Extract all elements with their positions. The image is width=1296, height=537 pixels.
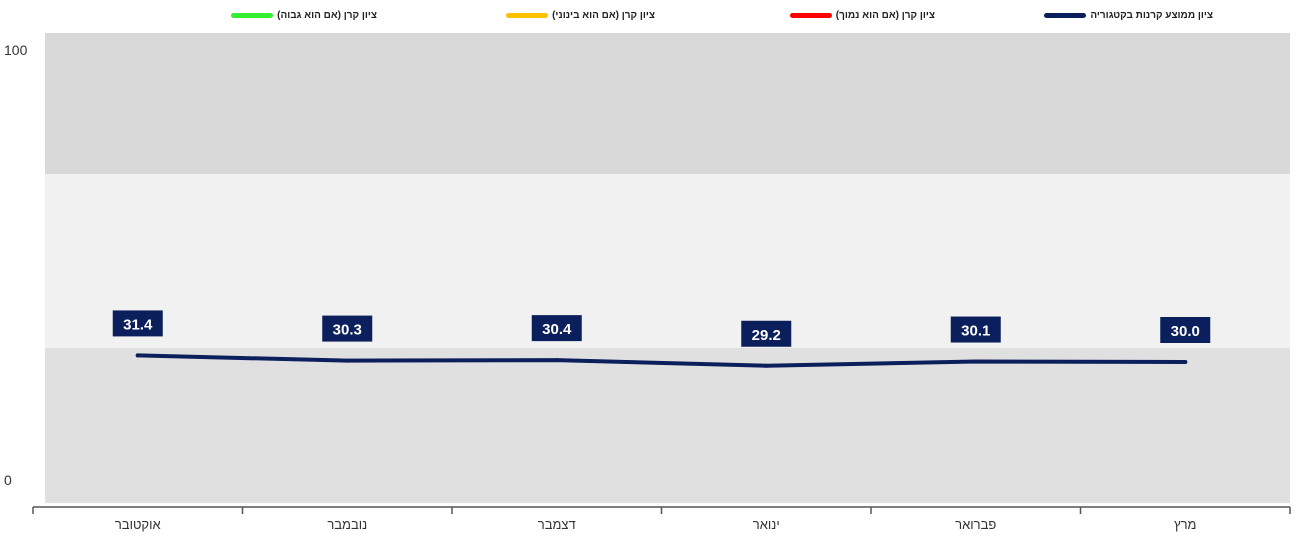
x-tick-label: מרץ xyxy=(1174,517,1196,532)
y-tick-label: 100 xyxy=(4,42,28,58)
data-label: 30.0 xyxy=(1171,323,1200,340)
data-point xyxy=(973,359,978,364)
legend-swatch xyxy=(789,12,832,18)
data-label: 31.4 xyxy=(123,316,153,333)
legend-label: ציון ממוצע קרנות בקטגוריה xyxy=(1090,9,1213,21)
data-point xyxy=(554,358,559,363)
data-point xyxy=(345,358,350,363)
data-point xyxy=(764,363,769,368)
data-label: 29.2 xyxy=(752,327,781,344)
data-label-box xyxy=(322,315,373,342)
x-tick-label: ינואר xyxy=(753,517,780,532)
legend-item-3: ציון קרן (אם הוא בינוני) xyxy=(506,6,655,24)
data-label-box xyxy=(112,310,163,337)
data-label: 30.1 xyxy=(961,323,990,340)
legend-swatch xyxy=(1044,12,1087,18)
legend-label: ציון קרן (אם הוא נמוך) xyxy=(835,9,935,21)
x-tick-label: נובמבר xyxy=(327,517,367,532)
band-1 xyxy=(45,347,1290,503)
x-tick-label: אוקטובר xyxy=(115,517,161,532)
legend-label: ציון קרן (אם הוא בינוני) xyxy=(552,9,655,21)
legend-item-4: ציון קרן (אם הוא גבוה) xyxy=(231,6,377,24)
legend: ציון ממוצע קרנות בקטגוריה ציון קרן (אם הו… xyxy=(0,0,1296,30)
legend-item-1: ציון ממוצע קרנות בקטגוריה xyxy=(1044,6,1213,24)
legend-label: ציון קרן (אם הוא גבוה) xyxy=(277,9,377,21)
legend-swatch xyxy=(506,12,549,18)
data-label: 30.4 xyxy=(542,321,572,338)
y-tick-label: 0 xyxy=(4,472,12,488)
data-point xyxy=(135,353,140,358)
x-tick-label: פברואר xyxy=(955,517,996,532)
series-line xyxy=(135,353,1188,368)
legend-item-2: ציון קרן (אם הוא נמוך) xyxy=(789,6,935,24)
band-3 xyxy=(45,33,1290,174)
x-tick-label: דצמבר xyxy=(538,517,576,532)
legend-swatch xyxy=(231,12,274,18)
data-label-box xyxy=(531,315,582,342)
band-2 xyxy=(45,174,1290,348)
data-label-box xyxy=(950,316,1001,343)
data-label: 30.3 xyxy=(333,322,362,339)
data-label-box xyxy=(741,320,792,347)
data-label-box xyxy=(1160,317,1211,343)
data-point xyxy=(1183,360,1188,364)
